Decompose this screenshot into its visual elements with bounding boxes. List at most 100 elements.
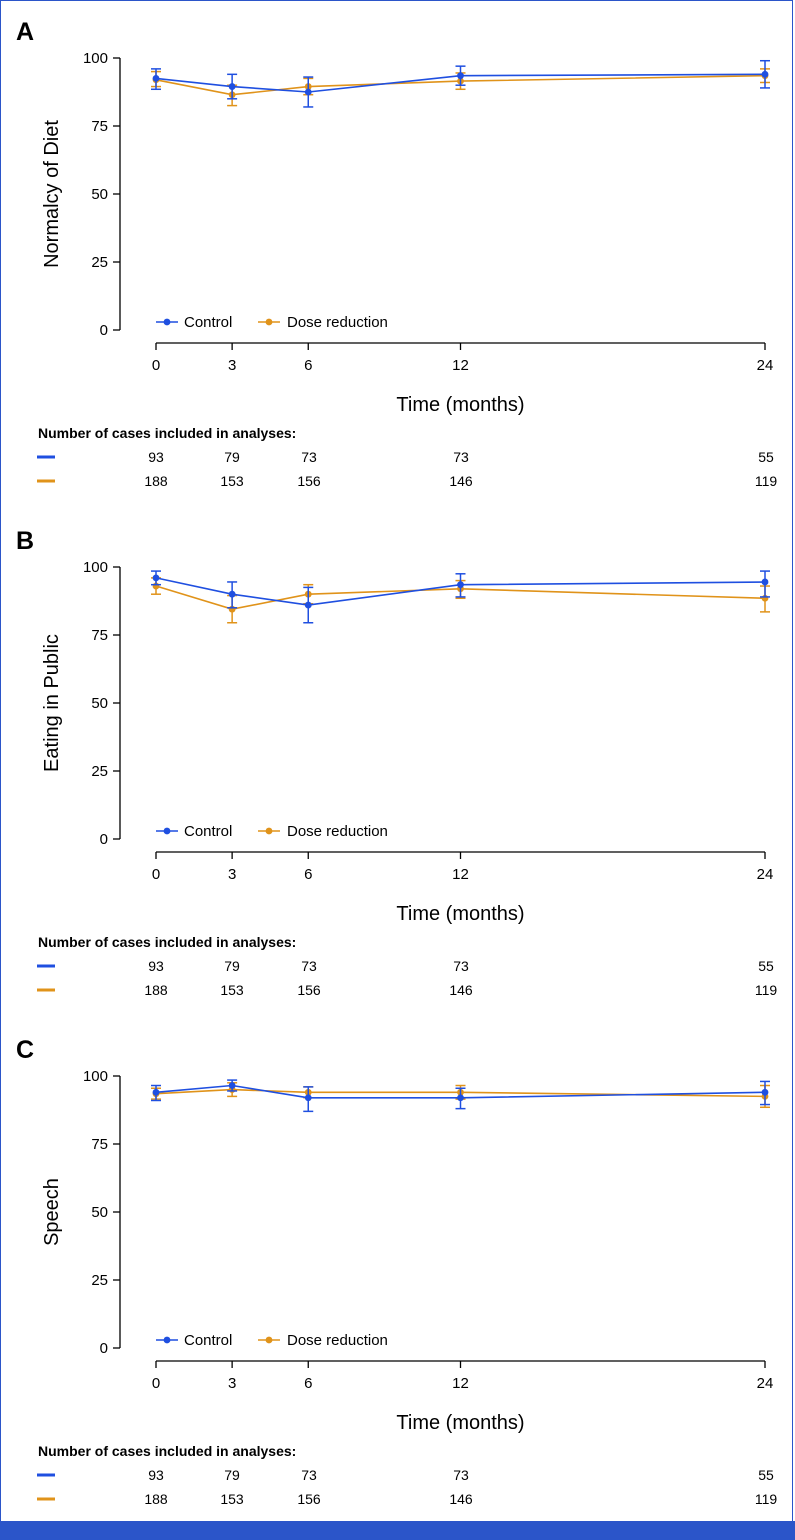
data-point-control [304, 88, 312, 96]
y-tick-label: 25 [91, 254, 108, 271]
y-tick-label: 100 [83, 559, 108, 576]
cases-control-count: 79 [224, 958, 240, 974]
legend-marker-dose-reduction [265, 318, 273, 326]
x-axis-title: Time (months) [396, 903, 524, 925]
data-point-control [457, 1094, 464, 1102]
y-tick-label: 100 [83, 1068, 108, 1085]
bottom-bar [0, 1521, 795, 1540]
legend-label-control: Control [184, 314, 232, 331]
x-tick-label: 24 [757, 357, 774, 374]
panel-letter: A [16, 18, 34, 46]
legend-marker-control [163, 318, 171, 326]
y-tick-label: 0 [100, 831, 108, 848]
x-tick-label: 0 [152, 866, 160, 883]
y-tick-label: 0 [100, 322, 108, 339]
y-axis-title: Normalcy of Diet [41, 120, 63, 268]
x-tick-label: 6 [304, 866, 312, 883]
legend-marker-dose-reduction [265, 1336, 273, 1344]
y-tick-label: 75 [91, 118, 108, 135]
y-tick-label: 100 [83, 50, 108, 67]
x-tick-label: 6 [304, 1375, 312, 1392]
x-tick-label: 0 [152, 357, 160, 374]
legend-label-dose-reduction: Dose reduction [287, 314, 388, 331]
cases-dose-reduction-count: 153 [220, 473, 244, 489]
legend-marker-dose-reduction [265, 827, 273, 835]
cases-dose-reduction-count: 153 [220, 1491, 244, 1507]
data-point-control [228, 1082, 236, 1089]
cases-dose-reduction-count: 146 [449, 473, 473, 489]
x-tick-label: 12 [452, 866, 469, 883]
data-point-control [761, 578, 769, 586]
x-tick-label: 3 [228, 357, 236, 374]
cases-control-count: 55 [758, 449, 774, 465]
y-axis-title: Eating in Public [41, 634, 63, 772]
y-tick-label: 50 [91, 186, 108, 203]
cases-control-count: 55 [758, 958, 774, 974]
cases-dose-reduction-count: 156 [297, 982, 321, 998]
data-point-control [457, 581, 464, 589]
x-tick-label: 0 [152, 1375, 160, 1392]
cases-dose-reduction-count: 153 [220, 982, 244, 998]
cases-dose-reduction-count: 119 [755, 1491, 778, 1507]
x-tick-label: 24 [757, 866, 774, 883]
legend-label-dose-reduction: Dose reduction [287, 823, 388, 840]
y-tick-label: 75 [91, 627, 108, 644]
data-point-control [228, 83, 236, 90]
cases-dose-reduction-count: 156 [297, 1491, 321, 1507]
data-point-control [304, 1094, 312, 1102]
cases-title: Number of cases included in analyses: [38, 1443, 296, 1459]
x-tick-label: 12 [452, 357, 469, 374]
data-point-control [761, 1088, 769, 1096]
panel-letter: B [16, 527, 34, 555]
y-tick-label: 50 [91, 695, 108, 712]
cases-title: Number of cases included in analyses: [38, 425, 296, 441]
cases-dose-reduction-count: 146 [449, 1491, 473, 1507]
cases-control-count: 93 [148, 449, 164, 465]
data-point-control [152, 574, 160, 582]
y-tick-label: 75 [91, 1136, 108, 1153]
y-tick-label: 25 [91, 1272, 108, 1289]
data-point-control [761, 70, 769, 78]
x-tick-label: 3 [228, 1375, 236, 1392]
x-tick-label: 24 [757, 1375, 774, 1392]
cases-dose-reduction-count: 156 [297, 473, 321, 489]
cases-title: Number of cases included in analyses: [38, 934, 296, 950]
cases-control-count: 55 [758, 1467, 774, 1483]
cases-control-count: 93 [148, 1467, 164, 1483]
y-tick-label: 25 [91, 763, 108, 780]
y-tick-label: 50 [91, 1204, 108, 1221]
data-point-control [152, 1088, 160, 1096]
data-point-control [304, 601, 312, 609]
cases-control-count: 73 [301, 449, 317, 465]
data-point-control [152, 75, 160, 82]
x-axis-title: Time (months) [396, 1412, 524, 1434]
data-point-control [228, 590, 236, 598]
cases-dose-reduction-count: 119 [755, 982, 778, 998]
cases-control-count: 73 [301, 958, 317, 974]
panel-b: B 0 25 50 75 100 Eating in Public 0 3 6 12 24 Time (… [16, 527, 777, 998]
legend-label-control: Control [184, 1332, 232, 1349]
cases-control-count: 79 [224, 449, 240, 465]
x-axis-title: Time (months) [396, 394, 524, 416]
legend-marker-control [163, 827, 171, 835]
cases-control-count: 73 [453, 449, 469, 465]
cases-dose-reduction-count: 119 [755, 473, 778, 489]
x-tick-label: 6 [304, 357, 312, 374]
cases-dose-reduction-count: 188 [144, 982, 168, 998]
y-tick-label: 0 [100, 1340, 108, 1357]
cases-dose-reduction-count: 146 [449, 982, 473, 998]
cases-control-count: 73 [453, 958, 469, 974]
y-axis-title: Speech [41, 1178, 63, 1246]
legend-label-control: Control [184, 823, 232, 840]
legend-marker-control [163, 1336, 171, 1344]
legend-label-dose-reduction: Dose reduction [287, 1332, 388, 1349]
cases-control-count: 73 [453, 1467, 469, 1483]
cases-dose-reduction-count: 188 [144, 1491, 168, 1507]
cases-control-count: 73 [301, 1467, 317, 1483]
cases-control-count: 79 [224, 1467, 240, 1483]
panel-a: A 0 25 50 75 100 Normalcy of Diet 0 3 6 12 24 Time (… [16, 18, 777, 489]
panel-c: C 0 25 50 75 100 Speech 0 3 6 12 24 Time (months) Con… [16, 1036, 777, 1507]
panel-letter: C [16, 1036, 34, 1064]
cases-control-count: 93 [148, 958, 164, 974]
